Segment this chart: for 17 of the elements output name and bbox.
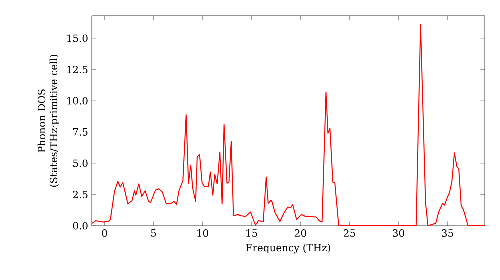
x-tick-label: 20: [295, 230, 306, 238]
y-tick-label: 5.0: [73, 160, 88, 168]
y-tick-label: 0.0: [73, 222, 88, 230]
x-tick-label: 5: [151, 230, 156, 237]
x-tick-label: 35: [442, 230, 454, 238]
y-tick-label: 12.5: [68, 66, 88, 74]
x-tick-label: 0: [102, 230, 108, 238]
y-tick-label: 10.0: [68, 97, 88, 105]
y-axis-title: Phonon DOS (States/THz·primitive cell): [38, 55, 60, 187]
x-tick-label: 30: [393, 230, 404, 238]
x-tick-label: 25: [344, 230, 356, 238]
y-tick-label: 15.0: [68, 34, 88, 42]
y-tick-label: 7.5: [73, 128, 88, 136]
x-tick-label: 10: [198, 230, 208, 238]
x-tick-label: 15: [246, 230, 258, 238]
y-tick-label: 2.5: [73, 190, 88, 199]
x-axis-title: Frequency (THz): [246, 244, 330, 254]
